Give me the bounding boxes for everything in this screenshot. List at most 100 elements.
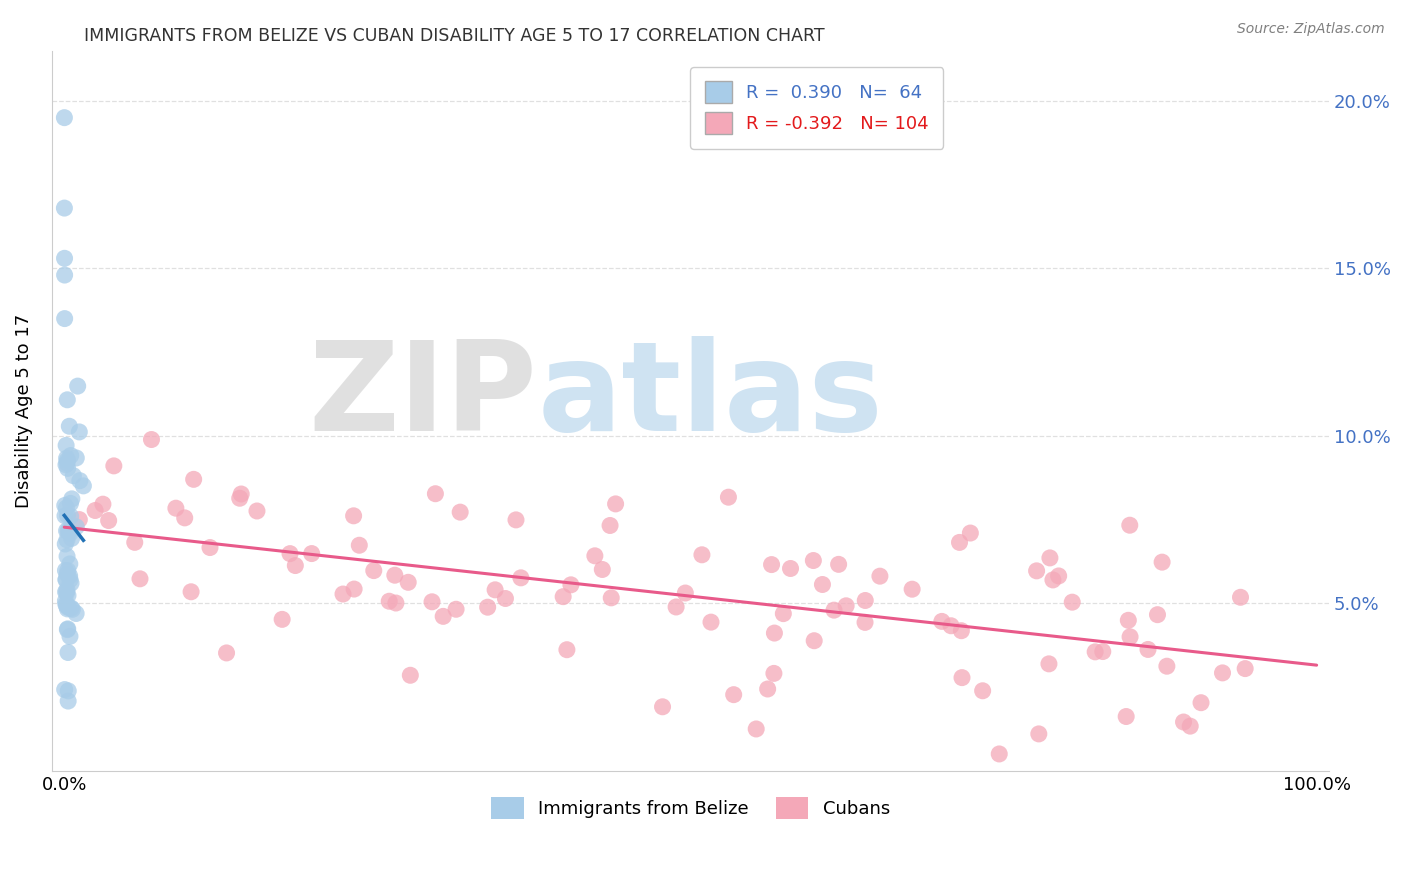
Point — [58, 524, 80, 539]
Point — [972, 683, 994, 698]
Point — [948, 535, 970, 549]
Text: Source: ZipAtlas.com: Source: ZipAtlas.com — [1237, 22, 1385, 37]
Point — [278, 547, 301, 561]
Point — [931, 615, 953, 629]
Point — [332, 587, 354, 601]
Point — [53, 508, 76, 523]
Point — [1038, 657, 1060, 671]
Point — [183, 472, 205, 486]
Point — [271, 612, 294, 626]
Point — [1152, 555, 1174, 569]
Point — [55, 438, 77, 452]
Point — [59, 569, 82, 583]
Point — [58, 684, 80, 698]
Point — [509, 571, 531, 585]
Point — [494, 591, 516, 606]
Point — [231, 487, 253, 501]
Point — [1119, 630, 1142, 644]
Point — [1118, 613, 1140, 627]
Point — [700, 615, 723, 629]
Point — [58, 419, 80, 434]
Point — [385, 596, 408, 610]
Point — [56, 623, 79, 637]
Point — [53, 252, 76, 266]
Point — [56, 453, 79, 467]
Point — [56, 694, 79, 708]
Point — [56, 567, 79, 582]
Point — [1189, 696, 1212, 710]
Point — [553, 590, 575, 604]
Point — [1091, 644, 1114, 658]
Point — [301, 547, 323, 561]
Point — [1136, 642, 1159, 657]
Point — [56, 456, 79, 470]
Point — [444, 602, 467, 616]
Point — [56, 622, 79, 636]
Point — [55, 597, 77, 611]
Point — [56, 602, 79, 616]
Point — [449, 505, 471, 519]
Point — [600, 591, 623, 605]
Point — [53, 111, 76, 125]
Point — [1146, 607, 1168, 622]
Text: ZIP: ZIP — [308, 335, 537, 457]
Point — [55, 594, 77, 608]
Point — [801, 553, 824, 567]
Point — [425, 486, 447, 500]
Point — [60, 491, 83, 506]
Point — [124, 535, 146, 549]
Point — [950, 624, 973, 638]
Point — [55, 573, 77, 587]
Point — [673, 586, 696, 600]
Point — [53, 268, 76, 282]
Text: IMMIGRANTS FROM BELIZE VS CUBAN DISABILITY AGE 5 TO 17 CORRELATION CHART: IMMIGRANTS FROM BELIZE VS CUBAN DISABILI… — [84, 27, 825, 45]
Point — [901, 582, 924, 597]
Point — [599, 518, 621, 533]
Point — [803, 633, 825, 648]
Point — [432, 609, 454, 624]
Point — [246, 504, 269, 518]
Point — [772, 607, 794, 621]
Point — [141, 433, 163, 447]
Point — [97, 514, 120, 528]
Point — [55, 500, 77, 515]
Point — [56, 564, 79, 578]
Point — [560, 578, 582, 592]
Point — [55, 585, 77, 599]
Point — [55, 564, 77, 578]
Point — [56, 646, 79, 660]
Point — [1115, 709, 1137, 723]
Point — [55, 585, 77, 599]
Point — [59, 557, 82, 571]
Point — [583, 549, 606, 563]
Point — [60, 576, 83, 591]
Point — [67, 425, 90, 439]
Point — [62, 468, 84, 483]
Point — [505, 513, 527, 527]
Point — [69, 474, 91, 488]
Y-axis label: Disability Age 5 to 17: Disability Age 5 to 17 — [15, 314, 32, 508]
Point — [215, 646, 238, 660]
Text: atlas: atlas — [537, 335, 883, 457]
Point — [59, 449, 82, 463]
Point — [84, 503, 107, 517]
Point — [53, 682, 76, 697]
Point — [763, 626, 786, 640]
Point — [950, 671, 973, 685]
Point — [651, 699, 673, 714]
Point — [65, 520, 87, 534]
Point — [959, 526, 981, 541]
Point — [420, 595, 443, 609]
Point — [53, 537, 76, 551]
Point — [91, 497, 114, 511]
Point — [378, 594, 401, 608]
Point — [65, 607, 87, 621]
Point — [853, 615, 876, 630]
Point — [53, 499, 76, 513]
Point — [591, 562, 613, 576]
Point — [477, 600, 499, 615]
Point — [1173, 714, 1195, 729]
Point — [56, 461, 79, 475]
Point — [823, 603, 845, 617]
Point — [665, 599, 688, 614]
